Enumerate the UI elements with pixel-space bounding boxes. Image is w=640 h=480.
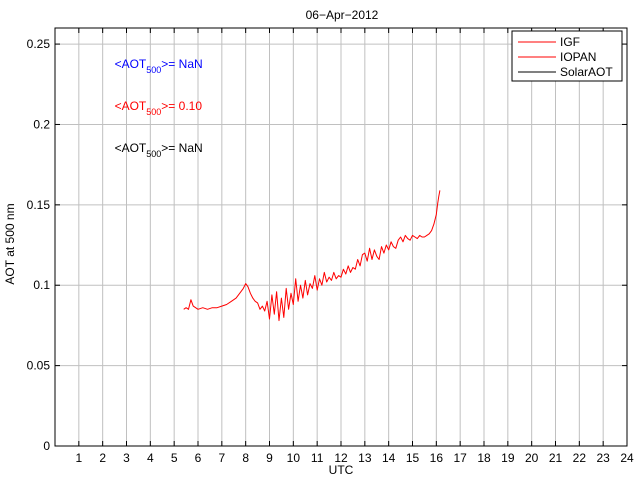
y-tick-label: 0.1: [33, 278, 50, 292]
x-tick-label: 3: [123, 451, 130, 465]
x-tick-label: 1: [75, 451, 82, 465]
x-tick-label: 22: [573, 451, 587, 465]
annotation-suffix: >= NaN: [161, 141, 202, 155]
x-tick-label: 14: [382, 451, 396, 465]
x-tick-label: 11: [311, 451, 324, 465]
x-tick-label: 12: [334, 451, 348, 465]
annotations: <AOT500>= NaN<AOT500>= 0.10<AOT500>= NaN: [115, 57, 203, 159]
x-tick-label: 21: [549, 451, 563, 465]
x-tick-label: 20: [525, 451, 539, 465]
x-tick-label: 7: [218, 451, 225, 465]
x-tick-label: 2: [99, 451, 106, 465]
annotation-suffix: >= NaN: [161, 57, 202, 71]
x-tick-label: 4: [147, 451, 154, 465]
x-tick-label: 23: [596, 451, 610, 465]
legend-label: IGF: [560, 35, 580, 49]
x-tick-label: 16: [430, 451, 444, 465]
annotation-prefix: <AOT: [115, 141, 147, 155]
tick-labels: 1 2 3 4 5 6 7 8 9 10 11 12 13 14 15 16 17 18 19 20 21 22 23 240…: [27, 37, 634, 465]
y-tick-label: 0.2: [33, 117, 50, 131]
x-tick-label: 24: [620, 451, 634, 465]
annotation-subscript: 500: [146, 65, 161, 75]
annotation-subscript: 500: [146, 149, 161, 159]
x-tick-label: 9: [266, 451, 273, 465]
x-tick-label: 6: [195, 451, 202, 465]
x-tick-label: 5: [171, 451, 178, 465]
y-tick-label: 0: [43, 439, 50, 453]
y-tick-label: 0.05: [27, 359, 51, 373]
x-tick-label: 18: [477, 451, 491, 465]
tick-marks: [55, 28, 628, 447]
x-tick-label: 17: [453, 451, 467, 465]
x-tick-label: 8: [242, 451, 249, 465]
annotation-prefix: <AOT: [115, 57, 147, 71]
x-tick-label: 13: [358, 451, 372, 465]
aot-annotation: <AOT500>= 0.10: [115, 99, 203, 117]
x-tick-label: 15: [406, 451, 420, 465]
annotation-suffix: >= 0.10: [161, 99, 202, 113]
y-tick-label: 0.15: [27, 198, 51, 212]
chart-title: 06−Apr−2012: [306, 8, 379, 22]
grid-lines: [55, 28, 628, 447]
x-axis-label: UTC: [329, 463, 354, 477]
series-layer: [183, 190, 441, 322]
y-axis-label: AOT at 500 nm: [3, 203, 17, 284]
annotation-subscript: 500: [146, 107, 161, 117]
legend-label: IOPAN: [560, 50, 596, 64]
aot-annotation: <AOT500>= NaN: [115, 57, 203, 75]
legend-label: SolarAOT: [560, 65, 613, 79]
annotation-prefix: <AOT: [115, 99, 147, 113]
y-tick-label: 0.25: [27, 37, 51, 51]
series-line-iopan: [183, 190, 441, 322]
x-tick-label: 10: [287, 451, 301, 465]
legend-box: [511, 30, 623, 82]
x-tick-label: 19: [501, 451, 515, 465]
aot-annotation: <AOT500>= NaN: [115, 141, 203, 159]
